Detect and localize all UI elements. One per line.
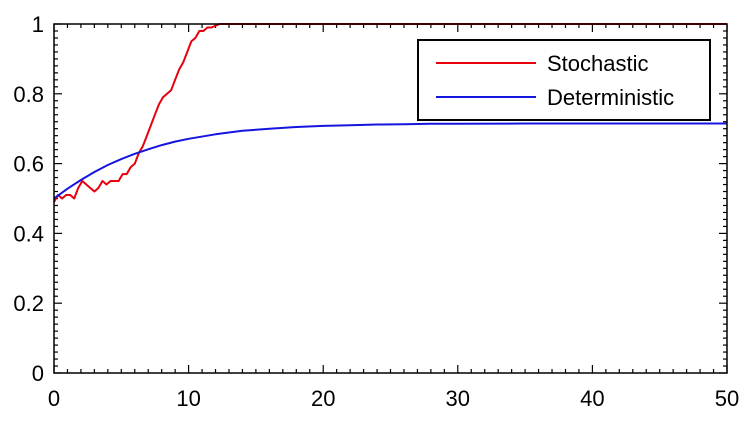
legend: Stochastic Deterministic xyxy=(417,39,711,121)
tick-labels: 0 10 20 30 40 50 0 0.2 0.4 0.6 0.8 1 xyxy=(13,12,739,411)
y-tick-label: 0.6 xyxy=(13,152,44,177)
y-tick-label: 0 xyxy=(32,361,44,386)
y-tick-label: 0.2 xyxy=(13,291,44,316)
y-tick-label: 0.8 xyxy=(13,82,44,107)
y-tick-label: 1 xyxy=(32,12,44,37)
legend-box xyxy=(417,39,711,121)
legend-label-stochastic: Stochastic xyxy=(547,51,649,76)
plot-frame xyxy=(53,23,728,374)
x-tick-label: 0 xyxy=(48,386,60,411)
x-tick-label: 10 xyxy=(176,386,200,411)
x-tick-label: 30 xyxy=(446,386,470,411)
legend-label-deterministic: Deterministic xyxy=(547,85,674,110)
series-line-deterministic xyxy=(53,122,727,200)
x-tick-label: 50 xyxy=(715,386,739,411)
y-tick-label: 0.4 xyxy=(13,221,44,246)
x-tick-label: 20 xyxy=(311,386,335,411)
x-tick-label: 40 xyxy=(580,386,604,411)
